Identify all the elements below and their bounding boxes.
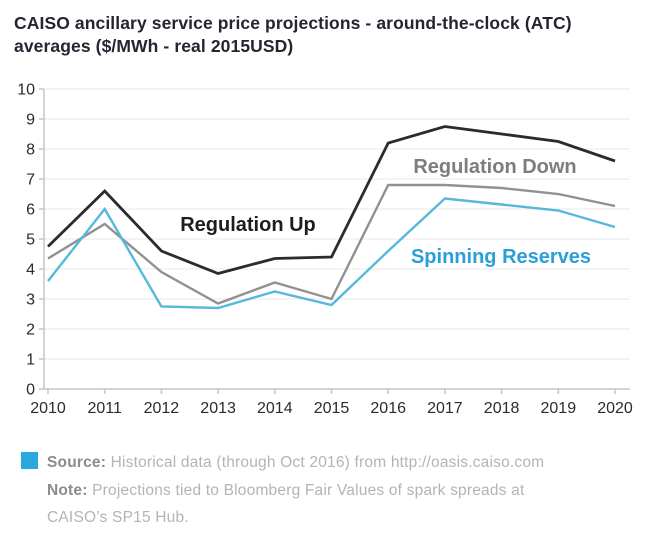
note-text-2: CAISO’s SP15 Hub. bbox=[47, 509, 189, 526]
y-tick-label: 6 bbox=[26, 202, 35, 219]
y-tick-label: 9 bbox=[26, 112, 35, 129]
footnote-bullet-square bbox=[21, 452, 38, 469]
chart-area: 0 1 2 3 4 5 6 7 8 9 10 2010 2011 2012 2013 2014 2015 2016… bbox=[0, 82, 664, 427]
line-regulation-up bbox=[47, 125, 616, 275]
label-spinning-reserves: Spinning Reserves bbox=[411, 246, 591, 268]
y-tick-label: 5 bbox=[26, 232, 35, 249]
label-regulation-down: Regulation Down bbox=[413, 156, 576, 178]
price-projection-chart: 0 1 2 3 4 5 6 7 8 9 10 2010 2011 2012 2013 2014 2015 2016… bbox=[17, 82, 633, 418]
note-label: Note: bbox=[47, 481, 88, 499]
line-regulation-down bbox=[47, 183, 616, 305]
chart-title: CAISO ancillary service price projection… bbox=[14, 13, 572, 56]
x-tick-label: 2013 bbox=[200, 400, 236, 417]
y-tick-label: 2 bbox=[26, 322, 35, 339]
x-tick-label: 2019 bbox=[541, 400, 577, 417]
x-tick-label: 2015 bbox=[314, 400, 350, 417]
x-tick-label: 2011 bbox=[87, 400, 122, 417]
y-tick-label: 10 bbox=[17, 82, 35, 99]
x-tick-label: 2012 bbox=[144, 400, 180, 417]
x-tick-label: 2018 bbox=[484, 400, 520, 417]
source-text: Historical data (through Oct 2016) from … bbox=[106, 454, 545, 471]
y-tick-label: 4 bbox=[26, 262, 35, 279]
y-tick-label: 1 bbox=[26, 352, 35, 369]
x-tick-label: 2014 bbox=[257, 400, 293, 417]
y-tick-label: 3 bbox=[26, 292, 35, 309]
footnote-text: Source: Historical data (through Oct 201… bbox=[47, 449, 544, 532]
x-tick-label: 2010 bbox=[30, 400, 66, 417]
x-tick-label: 2017 bbox=[427, 400, 463, 417]
line-spinning-reserves bbox=[47, 197, 616, 310]
label-regulation-up: Regulation Up bbox=[180, 214, 316, 236]
note-line-2: CAISO’s SP15 Hub. bbox=[47, 504, 544, 532]
source-label: Source: bbox=[47, 454, 107, 471]
x-tick-label: 2016 bbox=[370, 400, 406, 417]
y-tick-label: 7 bbox=[26, 172, 35, 189]
y-tick-label: 8 bbox=[26, 142, 35, 159]
x-tick-label: 2020 bbox=[597, 400, 633, 417]
y-tick-label: 0 bbox=[26, 382, 35, 399]
footnote: Source: Historical data (through Oct 201… bbox=[21, 449, 544, 532]
source-line: Source: Historical data (through Oct 201… bbox=[47, 449, 544, 477]
note-text: Projections tied to Bloomberg Fair Value… bbox=[87, 481, 525, 499]
note-line: Note: Projections tied to Bloomberg Fair… bbox=[47, 477, 544, 505]
